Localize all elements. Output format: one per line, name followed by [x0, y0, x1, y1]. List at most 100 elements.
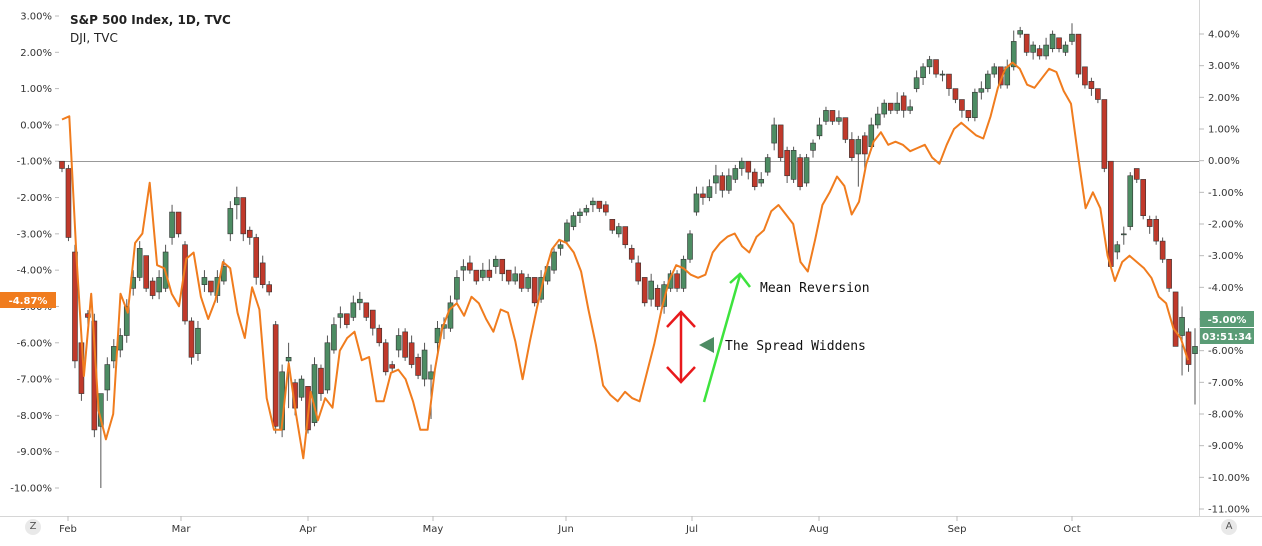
candle-body [1114, 244, 1121, 253]
candle-body [195, 327, 201, 354]
candle-body [771, 124, 777, 144]
candle-body [344, 313, 350, 325]
candle-body [1095, 88, 1101, 100]
candle-body [298, 378, 305, 398]
x-tick-label: Mar [172, 524, 192, 535]
left-tick-label: -4.00% [17, 266, 52, 277]
candle-body [376, 327, 383, 344]
mean-reversion-label: Mean Reversion [760, 281, 870, 296]
candle-body [836, 117, 842, 122]
right-tick-label: -3.00% [1208, 251, 1243, 262]
candle-body [738, 160, 745, 169]
left-tick-label: -10.00% [10, 484, 52, 495]
right-tick-label: -1.00% [1208, 188, 1243, 199]
candle-body [143, 255, 149, 289]
candle-body [881, 102, 888, 115]
candle-body [208, 280, 214, 293]
x-tick-label: Apr [299, 524, 317, 535]
spread-arrow-head-up [666, 310, 696, 328]
candle-body [1017, 30, 1023, 35]
candle-body [421, 349, 428, 380]
candle-body [726, 175, 732, 191]
candle-body [777, 124, 784, 158]
candle-body [473, 269, 480, 282]
candle-body [1101, 99, 1108, 169]
candle-body [693, 193, 700, 213]
candle-body [72, 251, 78, 362]
left-tick-label: -8.00% [17, 411, 52, 422]
candle-body [188, 320, 195, 358]
candle-body [615, 226, 622, 235]
candle-body [913, 77, 920, 89]
candle-body [402, 331, 408, 358]
candle-body [1030, 44, 1036, 53]
left-price-badge-bg [0, 292, 56, 308]
x-tick-label: May [423, 524, 444, 535]
left-tick-label: -1.00% [17, 157, 52, 168]
auto-scale-right-button[interactable]: A [1221, 519, 1237, 535]
right-tick-label: 1.00% [1208, 125, 1240, 136]
candle-body [1192, 346, 1198, 354]
candle-body [758, 179, 765, 184]
candle-body [635, 262, 642, 282]
right-tick-label: -8.00% [1208, 410, 1243, 421]
candle-body [609, 219, 616, 231]
candle-body [492, 258, 499, 267]
dji-line [61, 61, 1189, 460]
x-axis: Feb Mar Apr May Jun Jul Aug Sep Oct [59, 516, 1081, 535]
right-tick-label: -11.00% [1208, 505, 1250, 516]
candle-body [104, 364, 111, 391]
candle-body [253, 237, 260, 278]
spread-widens-label: The Spread Widdens [725, 339, 866, 354]
candle-body [382, 342, 389, 373]
candle-body [661, 284, 667, 307]
candle-body [201, 277, 208, 285]
candle-body [764, 157, 771, 173]
candle-body [790, 150, 797, 180]
right-tick-label: 0.00% [1208, 156, 1240, 167]
candle-body [700, 193, 706, 198]
right-price-badge: -5.00% 03:51:34 [1200, 311, 1254, 344]
candle-body [1185, 331, 1192, 365]
right-price-badge-time: 03:51:34 [1202, 332, 1252, 343]
candle-body [169, 211, 175, 238]
reversion-arrow-head [729, 272, 751, 288]
candle-body [920, 66, 926, 79]
candle-body [570, 215, 577, 227]
candle-body [1023, 33, 1030, 53]
auto-scale-left-button[interactable]: Z [25, 519, 41, 535]
left-tick-label: -6.00% [17, 338, 52, 349]
candle-body [577, 211, 583, 216]
candle-body [175, 211, 182, 235]
candle-body [1146, 219, 1153, 227]
left-tick-label: 1.00% [20, 84, 52, 95]
candle-body [654, 288, 661, 307]
candle-body [751, 171, 758, 187]
candle-body [110, 346, 117, 362]
left-tick-label: -3.00% [17, 229, 52, 240]
candle-body [512, 273, 519, 282]
candle-body [900, 95, 907, 111]
left-price-badge-text: -4.87% [9, 296, 48, 307]
candle-body [849, 139, 855, 158]
candle-body [531, 277, 538, 304]
candle-body [525, 277, 531, 289]
candle-body [1153, 219, 1159, 242]
candle-body [894, 102, 900, 111]
right-tick-label: 3.00% [1208, 61, 1240, 72]
right-tick-label: -6.00% [1208, 346, 1243, 357]
candle-body [1010, 41, 1017, 68]
candle-body [123, 306, 130, 336]
left-tick-label: -9.00% [17, 447, 52, 458]
candle-body [985, 73, 991, 89]
candle-body [460, 266, 467, 271]
candle-body [641, 277, 648, 304]
candle-body [59, 160, 65, 169]
candle-body [706, 186, 713, 198]
candle-body [648, 280, 654, 300]
left-tick-label: 3.00% [20, 12, 52, 23]
candle-body [1043, 44, 1049, 57]
candle-body [156, 277, 162, 293]
right-tick-label: -2.00% [1208, 220, 1243, 231]
